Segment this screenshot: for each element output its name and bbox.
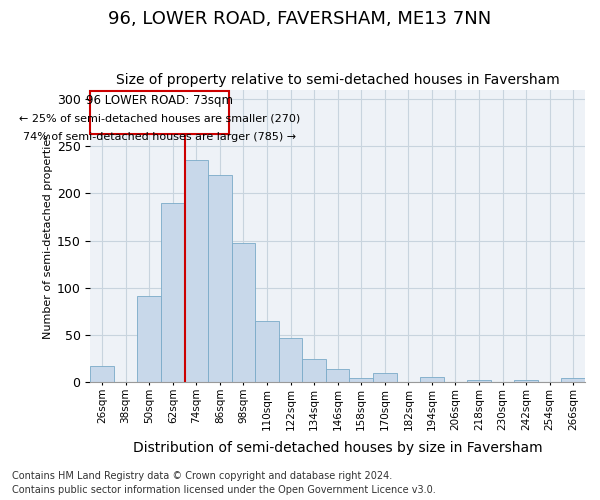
X-axis label: Distribution of semi-detached houses by size in Faversham: Distribution of semi-detached houses by … <box>133 441 542 455</box>
Text: ← 25% of semi-detached houses are smaller (270): ← 25% of semi-detached houses are smalle… <box>19 114 301 124</box>
Bar <box>279 338 302 382</box>
Bar <box>161 203 185 382</box>
Y-axis label: Number of semi-detached properties: Number of semi-detached properties <box>43 133 53 339</box>
Bar <box>302 358 326 382</box>
Text: Contains HM Land Registry data © Crown copyright and database right 2024.
Contai: Contains HM Land Registry data © Crown c… <box>12 471 436 495</box>
Text: 96, LOWER ROAD, FAVERSHAM, ME13 7NN: 96, LOWER ROAD, FAVERSHAM, ME13 7NN <box>109 10 491 28</box>
Bar <box>232 244 255 382</box>
Bar <box>137 296 161 382</box>
FancyBboxPatch shape <box>91 92 229 134</box>
Text: 74% of semi-detached houses are larger (785) →: 74% of semi-detached houses are larger (… <box>23 132 296 142</box>
Title: Size of property relative to semi-detached houses in Faversham: Size of property relative to semi-detach… <box>116 73 560 87</box>
Bar <box>562 378 585 382</box>
Bar <box>420 376 443 382</box>
Bar <box>373 373 397 382</box>
Bar <box>467 380 491 382</box>
Bar <box>91 366 114 382</box>
Bar <box>208 176 232 382</box>
Bar <box>349 378 373 382</box>
Bar <box>326 369 349 382</box>
Bar <box>514 380 538 382</box>
Text: 96 LOWER ROAD: 73sqm: 96 LOWER ROAD: 73sqm <box>86 94 233 108</box>
Bar <box>255 321 279 382</box>
Bar <box>185 160 208 382</box>
